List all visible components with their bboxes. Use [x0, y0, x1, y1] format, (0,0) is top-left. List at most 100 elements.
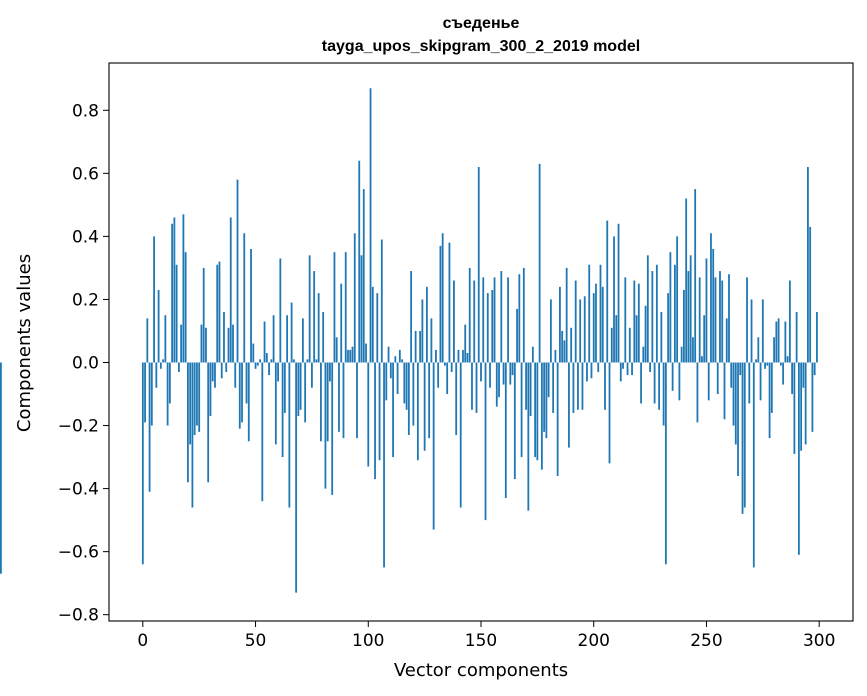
bar [788, 280, 791, 363]
bar [791, 362, 794, 395]
x-tick-label: 150 [465, 631, 497, 651]
bar [816, 312, 818, 363]
bar [477, 167, 480, 363]
bar [283, 362, 286, 413]
bar [261, 362, 264, 502]
bar [595, 283, 597, 363]
bar [265, 353, 268, 363]
bar [394, 356, 397, 363]
bar [495, 362, 498, 407]
bar [592, 293, 595, 363]
bar [624, 277, 627, 363]
bar [743, 362, 746, 508]
bar [588, 264, 591, 363]
bar [450, 362, 453, 372]
bar [689, 255, 692, 363]
bar [728, 274, 730, 363]
bar [601, 286, 604, 363]
bar [441, 233, 444, 363]
bar [304, 362, 307, 423]
bar [719, 271, 721, 363]
bar [703, 315, 706, 363]
bar [263, 321, 266, 363]
bar [385, 362, 388, 401]
bar [365, 343, 367, 363]
bar [209, 362, 212, 417]
bar [268, 362, 270, 376]
bar [545, 362, 548, 439]
bar [583, 296, 586, 363]
bar [658, 362, 661, 410]
bar [166, 362, 169, 426]
bar [509, 362, 512, 385]
bar [655, 264, 658, 363]
bar [671, 362, 674, 391]
bar [795, 312, 798, 363]
bar [347, 349, 349, 363]
bar [714, 277, 717, 363]
bar [297, 362, 300, 417]
bar [356, 362, 358, 439]
bar [730, 362, 733, 388]
bar [459, 362, 462, 508]
bar [329, 362, 331, 382]
y-tick-label: 0.6 [72, 164, 99, 184]
bar [723, 362, 726, 420]
bar [272, 315, 275, 363]
bar [220, 362, 223, 379]
bar [462, 349, 464, 363]
bar [664, 362, 667, 565]
bar [755, 359, 757, 363]
bar [597, 362, 600, 372]
bar [410, 271, 413, 363]
bar [274, 362, 277, 445]
bar [311, 362, 313, 388]
bar [633, 280, 636, 363]
bar [437, 362, 440, 388]
bar [344, 252, 347, 363]
bar [155, 362, 158, 388]
bar [457, 349, 460, 363]
bar [511, 362, 514, 376]
bar [425, 286, 428, 363]
bar [570, 327, 573, 363]
y-tick-label: −0.6 [58, 543, 99, 563]
bar [389, 362, 392, 379]
bar [757, 337, 760, 363]
bar [396, 362, 399, 395]
bar [392, 362, 394, 458]
bar [678, 362, 681, 401]
bar [342, 362, 345, 439]
bar [581, 362, 584, 410]
bar [766, 362, 769, 366]
bar [637, 283, 640, 363]
bar [162, 359, 165, 363]
bar [613, 236, 615, 363]
bar [777, 318, 780, 363]
bar [484, 362, 487, 521]
bar [529, 362, 532, 417]
bar [207, 362, 210, 483]
bar [376, 293, 379, 363]
bar [606, 220, 609, 363]
bar [644, 305, 647, 363]
bar [448, 242, 451, 363]
bar [549, 299, 552, 363]
bar [435, 349, 437, 363]
bar [482, 277, 485, 363]
bar [313, 271, 316, 363]
bar [813, 362, 816, 376]
bar [444, 362, 446, 366]
bar [507, 277, 509, 363]
bar [290, 302, 293, 363]
bar [577, 362, 579, 410]
bar [299, 362, 302, 410]
bar [694, 189, 697, 363]
y-tick-label: −0.2 [58, 417, 99, 437]
bar [746, 277, 748, 363]
bar [716, 362, 719, 395]
bar [374, 362, 376, 480]
y-tick-label: 0.0 [72, 353, 99, 373]
bar [800, 362, 803, 451]
bar [141, 362, 144, 565]
